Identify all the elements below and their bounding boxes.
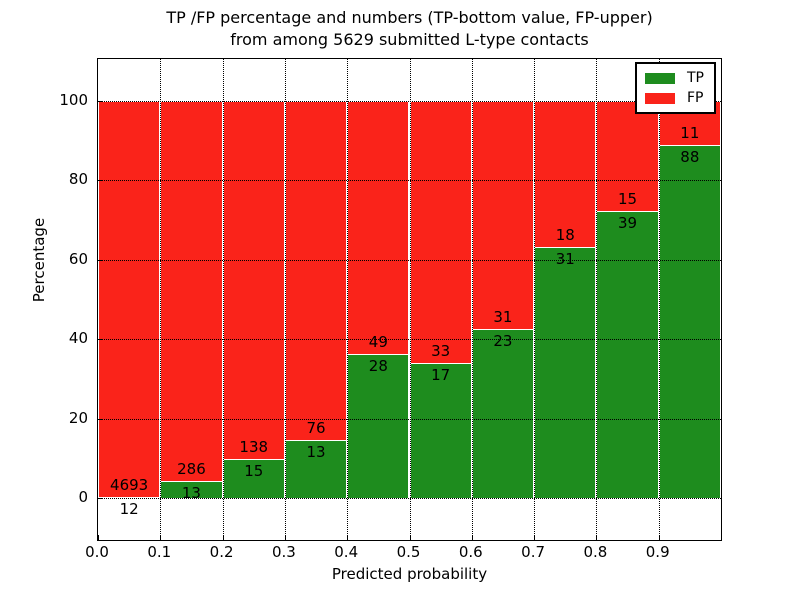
fp-count-label: 15 xyxy=(618,190,638,209)
y-tick-mark xyxy=(98,418,103,420)
fp-bar xyxy=(347,100,410,354)
fp-count-label: 138 xyxy=(239,438,269,457)
fp-bar xyxy=(409,100,472,364)
y-tick-label: 60 xyxy=(68,249,88,268)
tp-count-label: 15 xyxy=(244,462,264,481)
fp-bar xyxy=(98,100,161,498)
x-tick-label: 0.9 xyxy=(645,543,670,561)
x-tick-label: 0.7 xyxy=(521,543,546,561)
fp-bar xyxy=(534,100,597,247)
x-tick-mark xyxy=(222,535,224,540)
tp-count-label: 12 xyxy=(119,500,139,519)
y-tick-label: 20 xyxy=(68,408,88,427)
y-tick-label: 0 xyxy=(78,488,88,507)
tp-bar xyxy=(596,211,659,499)
tp-count-label: 28 xyxy=(368,356,388,375)
y-tick-label: 80 xyxy=(68,170,88,189)
fp-bar xyxy=(471,100,535,329)
tp-count-label: 88 xyxy=(680,147,700,166)
fp-legend-swatch-icon xyxy=(645,92,675,104)
y-tick-label: 40 xyxy=(68,329,88,348)
tp-count-label: 39 xyxy=(618,214,638,233)
fp-count-label: 11 xyxy=(680,123,700,142)
plot-area: TP FP 4693 12 286 13 138 15 76 13 49 28 33 17 31 23 18… xyxy=(97,58,722,541)
tp-count-label: 31 xyxy=(555,249,575,268)
y-tick-mark xyxy=(98,339,103,341)
y-tick-mark xyxy=(98,498,103,500)
x-tick-label: 0.4 xyxy=(334,543,359,561)
fp-count-label: 76 xyxy=(306,419,326,438)
fp-count-label: 18 xyxy=(555,225,575,244)
tp-count-label: 13 xyxy=(181,483,201,502)
x-tick-mark xyxy=(409,535,411,540)
legend-item-fp: FP xyxy=(645,88,704,108)
fp-count-label: 33 xyxy=(431,342,451,361)
tp-count-label: 17 xyxy=(431,366,451,385)
legend-label-tp: TP xyxy=(687,70,704,86)
fp-count-label: 49 xyxy=(368,332,388,351)
tp-bar xyxy=(658,144,721,499)
legend: TP FP xyxy=(635,62,716,114)
y-tick-mark xyxy=(98,100,103,102)
fp-count-label: 4693 xyxy=(110,476,149,495)
x-tick-mark xyxy=(160,535,162,540)
fp-count-label: 286 xyxy=(177,459,206,478)
tp-bar xyxy=(98,497,161,499)
tp-bar xyxy=(534,246,597,499)
y-tick-mark xyxy=(98,259,103,261)
x-tick-label: 0.3 xyxy=(271,543,296,561)
x-tick-label: 0.6 xyxy=(458,543,483,561)
fp-bar xyxy=(222,100,285,460)
fp-count-label: 31 xyxy=(493,307,513,326)
chart-title-line2: from among 5629 submitted L-type contact… xyxy=(230,30,589,49)
x-tick-mark xyxy=(471,535,473,540)
x-tick-mark xyxy=(658,535,660,540)
x-tick-label: 0.5 xyxy=(396,543,421,561)
tp-bar xyxy=(284,440,348,499)
x-tick-mark xyxy=(347,535,349,540)
fp-bar xyxy=(284,100,348,441)
tp-count-label: 23 xyxy=(493,331,513,350)
tp-legend-swatch-icon xyxy=(645,72,675,84)
fp-bar xyxy=(160,100,223,481)
tp-bar xyxy=(409,363,472,499)
tp-bar xyxy=(471,328,535,499)
x-tick-mark xyxy=(596,535,598,540)
x-tick-mark xyxy=(534,535,536,540)
legend-label-fp: FP xyxy=(687,90,704,106)
y-tick-label: 100 xyxy=(59,90,88,109)
tp-bar xyxy=(222,459,285,499)
x-tick-label: 0.2 xyxy=(209,543,234,561)
tp-count-label: 13 xyxy=(306,443,326,462)
x-tick-mark xyxy=(284,535,286,540)
x-axis-label: Predicted probability xyxy=(331,565,488,583)
y-tick-mark xyxy=(98,180,103,182)
x-tick-mark xyxy=(98,535,99,540)
x-tick-label: 0.8 xyxy=(583,543,608,561)
tp-bar xyxy=(347,353,410,499)
chart-title-line1: TP /FP percentage and numbers (TP-bottom… xyxy=(166,8,653,27)
x-tick-label: 0.0 xyxy=(85,543,109,561)
x-tick-label: 0.1 xyxy=(147,543,172,561)
legend-item-tp: TP xyxy=(645,68,704,88)
